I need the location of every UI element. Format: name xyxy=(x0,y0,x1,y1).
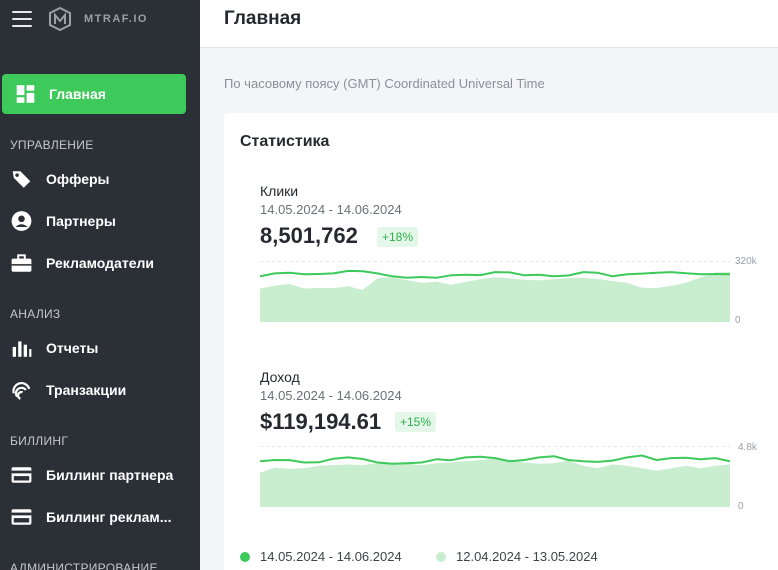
credit-card-icon xyxy=(11,509,32,525)
menu-icon[interactable] xyxy=(12,11,32,27)
legend-previous[interactable]: 12.04.2024 - 13.05.2024 xyxy=(436,549,598,564)
clicks-change-badge: +18% xyxy=(377,227,419,247)
sidebar-item-partners[interactable]: Партнеры xyxy=(10,208,196,234)
dashboard-icon xyxy=(16,85,35,103)
legend-current[interactable]: 14.05.2024 - 14.06.2024 xyxy=(240,549,402,564)
legend-dot xyxy=(436,551,446,562)
user-circle-icon xyxy=(11,211,32,231)
sidebar-item-home[interactable]: Главная xyxy=(2,74,186,114)
sidebar-item-label: Транзакции xyxy=(46,382,127,398)
series-previous-area xyxy=(260,458,730,507)
revenue-value: $119,194.61 xyxy=(260,409,382,434)
sidebar-item-label: Биллинг реклам... xyxy=(46,509,172,525)
logo[interactable]: MTRAF.IO xyxy=(48,7,148,31)
revenue-axis-min: 0 xyxy=(738,501,744,512)
sidebar-item-reports[interactable]: Отчеты xyxy=(10,335,196,361)
clicks-axis-max: 320k xyxy=(735,256,757,267)
sidebar-item-label: Главная xyxy=(49,86,106,102)
sidebar-item-label: Офферы xyxy=(46,171,110,187)
tag-icon xyxy=(12,171,31,188)
series-current-line xyxy=(260,269,730,279)
clicks-value: 8,501,762 xyxy=(260,223,358,248)
clicks-date-range: 14.05.2024 - 14.06.2024 xyxy=(260,202,402,217)
card-title: Статистика xyxy=(240,133,330,150)
section-analysis: АНАЛИЗ xyxy=(10,307,61,321)
timezone-note: По часовому поясу (GMT) Coordinated Univ… xyxy=(224,76,545,91)
logo-text: MTRAF.IO xyxy=(84,13,148,25)
page-header: Главная xyxy=(200,0,778,48)
logo-mark-icon xyxy=(49,7,71,31)
page-title: Главная xyxy=(224,8,302,29)
briefcase-icon xyxy=(11,254,32,272)
section-billing: БИЛЛИНГ xyxy=(10,434,69,448)
legend-dot xyxy=(240,551,250,562)
series-current-line xyxy=(260,454,730,465)
sidebar-item-label: Рекламодатели xyxy=(46,255,154,271)
sidebar: MTRAF.IO Главная УПРАВЛЕНИЕ Офферы Партн… xyxy=(0,0,200,570)
sidebar-item-transactions[interactable]: Транзакции xyxy=(10,377,196,403)
clicks-sparkline xyxy=(260,261,730,322)
revenue-axis-max: 4.8k xyxy=(738,442,757,453)
legend-label: 14.05.2024 - 14.06.2024 xyxy=(260,549,402,564)
series-previous-area xyxy=(260,272,730,322)
clicks-label: Клики xyxy=(260,183,299,199)
revenue-label: Доход xyxy=(260,369,300,385)
sidebar-top: MTRAF.IO xyxy=(0,0,200,38)
sidebar-item-label: Биллинг партнера xyxy=(46,467,174,483)
bar-chart-icon xyxy=(12,341,32,357)
sidebar-item-label: Отчеты xyxy=(46,340,99,356)
sidebar-item-label: Партнеры xyxy=(46,213,116,229)
sidebar-item-advertisers[interactable]: Рекламодатели xyxy=(10,250,196,276)
sidebar-item-offers[interactable]: Офферы xyxy=(10,166,196,192)
legend-label: 12.04.2024 - 13.05.2024 xyxy=(456,549,598,564)
revenue-sparkline xyxy=(260,446,730,507)
fingerprint-icon xyxy=(12,382,31,400)
statistics-card: Статистика Клики 14.05.2024 - 14.06.2024… xyxy=(224,113,778,570)
section-administration: АДМИНИСТРИРОВАНИЕ xyxy=(10,561,158,570)
sidebar-item-partner-billing[interactable]: Биллинг партнера xyxy=(10,462,196,488)
section-management: УПРАВЛЕНИЕ xyxy=(10,138,94,152)
sidebar-item-advertiser-billing[interactable]: Биллинг реклам... xyxy=(10,504,196,530)
credit-card-icon xyxy=(11,467,32,483)
revenue-date-range: 14.05.2024 - 14.06.2024 xyxy=(260,388,402,403)
clicks-axis-min: 0 xyxy=(735,315,741,326)
revenue-change-badge: +15% xyxy=(395,412,437,432)
